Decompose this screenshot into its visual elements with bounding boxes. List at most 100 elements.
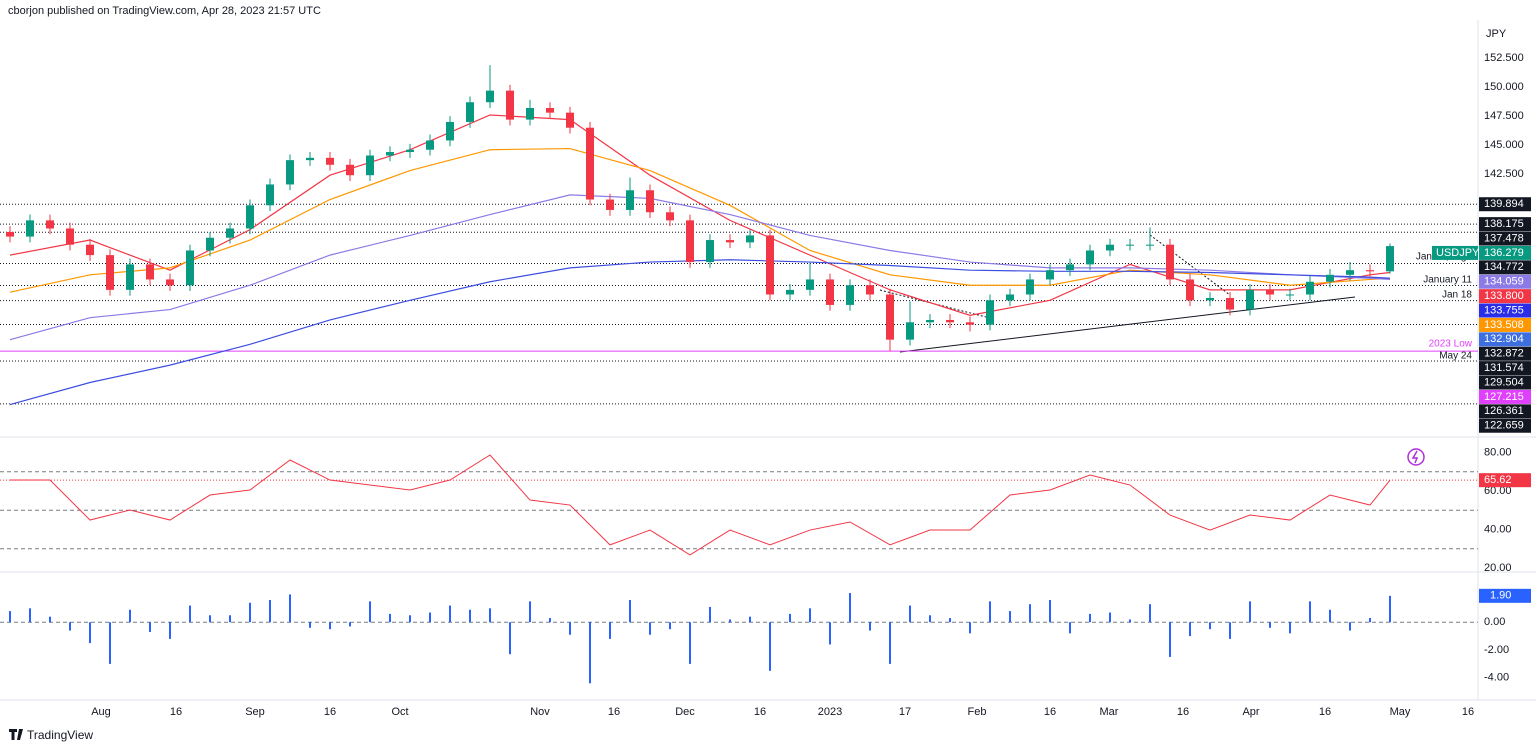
histogram-bar	[569, 622, 571, 635]
histogram-bar	[1209, 622, 1211, 630]
candle-body	[866, 285, 874, 295]
symbol-label-bg	[1432, 245, 1478, 260]
candle-body	[826, 279, 834, 305]
price-label: 138.175	[1484, 218, 1524, 230]
histogram-bar	[209, 615, 211, 623]
candle-body	[426, 140, 434, 150]
trendline	[1149, 234, 1231, 296]
y-tick-label: 145.000	[1484, 139, 1524, 151]
histogram-bar	[829, 622, 831, 645]
candle-body	[1106, 244, 1114, 251]
candle-body	[446, 121, 454, 141]
price-label-bg	[1479, 274, 1531, 289]
histogram-bar	[349, 622, 351, 627]
histogram-bar	[849, 593, 851, 623]
price-label: 133.800	[1484, 290, 1524, 302]
histogram-bar	[709, 606, 711, 623]
histogram-bar	[789, 613, 791, 623]
histogram-bar	[769, 622, 771, 671]
price-label: 134.772	[1484, 261, 1524, 273]
candle-body	[1086, 250, 1094, 265]
histogram-bar	[549, 618, 551, 623]
price-label: 126.361	[1484, 405, 1524, 417]
last-value-label: 65.62	[1484, 474, 1512, 486]
candle-body	[126, 264, 134, 290]
price-label: 132.904	[1484, 333, 1524, 345]
price-label-bg	[1479, 375, 1531, 390]
histogram-bar	[149, 622, 151, 632]
histogram-bar	[369, 601, 371, 623]
candle-body	[706, 240, 714, 263]
price-label-bg	[1479, 389, 1531, 404]
histogram-bar	[649, 622, 651, 635]
candle-body	[66, 228, 74, 245]
x-tick-label: Feb	[968, 706, 987, 718]
y-tick-label: 142.500	[1484, 168, 1524, 180]
footer-logo: TradingView	[27, 728, 93, 742]
x-tick-label: Dec	[675, 706, 695, 718]
histogram-bar	[1149, 604, 1151, 623]
price-label-bg	[1479, 418, 1531, 433]
candle-body	[506, 90, 514, 120]
candle-body	[1006, 294, 1014, 301]
histogram-bar	[869, 622, 871, 631]
candle-body	[146, 264, 154, 280]
rsi-line	[10, 454, 1391, 556]
histogram-bar	[1269, 622, 1271, 628]
price-label-bg	[1479, 361, 1531, 376]
alert-icon[interactable]	[1407, 448, 1425, 466]
candle-body	[946, 319, 954, 323]
histogram-bar	[809, 608, 811, 623]
candle-body	[886, 294, 894, 340]
histogram-bar	[669, 622, 671, 630]
y-tick-label: -2.00	[1484, 644, 1509, 656]
histogram-bar	[529, 601, 531, 623]
x-tick-label: Sep	[245, 706, 265, 718]
candle-body	[1066, 264, 1074, 271]
annotation: May 24	[1439, 351, 1472, 362]
histogram-bar	[1109, 612, 1111, 623]
histogram-bar	[1229, 622, 1231, 639]
candle-body	[6, 231, 14, 237]
price-label-bg	[1479, 260, 1531, 275]
histogram-bar	[1029, 604, 1031, 623]
candle-body	[1026, 279, 1034, 295]
candle-body	[1346, 270, 1354, 275]
price-label-bg	[1479, 346, 1531, 361]
logo-icon	[9, 729, 23, 740]
alert-icon-bolt	[1411, 450, 1419, 464]
last-value-label: 1.90	[1490, 590, 1511, 602]
candle-body	[546, 108, 554, 113]
histogram-bar	[969, 622, 971, 634]
price-label-bg	[1479, 217, 1531, 232]
candle-body	[466, 102, 474, 122]
candle-body	[46, 220, 54, 229]
histogram-bar	[689, 622, 691, 664]
annotation: 2023 Low	[1429, 339, 1473, 350]
x-tick-label: Apr	[1242, 706, 1259, 718]
candle-body	[1126, 244, 1134, 246]
candle-body	[906, 322, 914, 340]
candle-body	[1366, 270, 1374, 272]
candle-body	[1266, 289, 1274, 295]
moving-average	[9, 147, 1391, 293]
x-tick-label: 16	[324, 706, 336, 718]
candle-body	[1146, 244, 1154, 246]
x-tick-label: 16	[1319, 706, 1331, 718]
price-label: 132.872	[1484, 348, 1524, 360]
price-label-bg	[1479, 197, 1531, 212]
candle-body	[1386, 246, 1394, 272]
histogram-bar	[1389, 595, 1391, 623]
candle-body	[526, 108, 534, 120]
histogram-bar	[389, 613, 391, 623]
y-tick-label: 40.00	[1484, 523, 1512, 535]
x-tick-label: 16	[1462, 706, 1474, 718]
price-label: 131.574	[1484, 362, 1524, 374]
histogram-bar	[429, 612, 431, 623]
price-label: 122.659	[1484, 420, 1524, 432]
candle-body	[966, 322, 974, 325]
moving-average	[9, 194, 1391, 341]
candle-body	[566, 112, 574, 128]
candle-body	[166, 279, 174, 286]
